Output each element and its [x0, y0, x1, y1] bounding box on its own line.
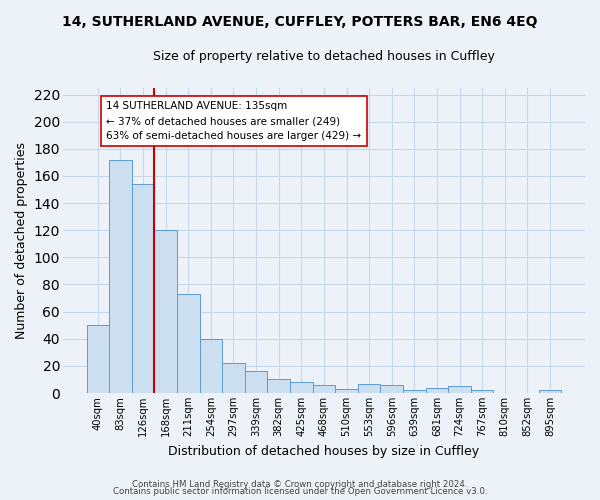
Bar — [200, 338, 222, 393]
Bar — [403, 390, 425, 393]
X-axis label: Distribution of detached houses by size in Cuffley: Distribution of detached houses by size … — [169, 444, 479, 458]
Text: 14 SUTHERLAND AVENUE: 135sqm
← 37% of detached houses are smaller (249)
63% of s: 14 SUTHERLAND AVENUE: 135sqm ← 37% of de… — [106, 102, 362, 141]
Bar — [358, 384, 380, 393]
Bar — [222, 363, 245, 393]
Text: Contains HM Land Registry data © Crown copyright and database right 2024.: Contains HM Land Registry data © Crown c… — [132, 480, 468, 489]
Bar — [380, 385, 403, 393]
Text: 14, SUTHERLAND AVENUE, CUFFLEY, POTTERS BAR, EN6 4EQ: 14, SUTHERLAND AVENUE, CUFFLEY, POTTERS … — [62, 15, 538, 29]
Bar — [86, 325, 109, 393]
Bar — [245, 372, 268, 393]
Bar — [290, 382, 313, 393]
Bar — [313, 385, 335, 393]
Bar — [109, 160, 132, 393]
Bar — [539, 390, 561, 393]
Bar — [471, 390, 493, 393]
Bar — [268, 380, 290, 393]
Bar — [425, 388, 448, 393]
Bar — [335, 389, 358, 393]
Text: Contains public sector information licensed under the Open Government Licence v3: Contains public sector information licen… — [113, 487, 487, 496]
Bar — [448, 386, 471, 393]
Title: Size of property relative to detached houses in Cuffley: Size of property relative to detached ho… — [153, 50, 495, 63]
Y-axis label: Number of detached properties: Number of detached properties — [15, 142, 28, 339]
Bar — [177, 294, 200, 393]
Bar — [132, 184, 154, 393]
Bar — [154, 230, 177, 393]
